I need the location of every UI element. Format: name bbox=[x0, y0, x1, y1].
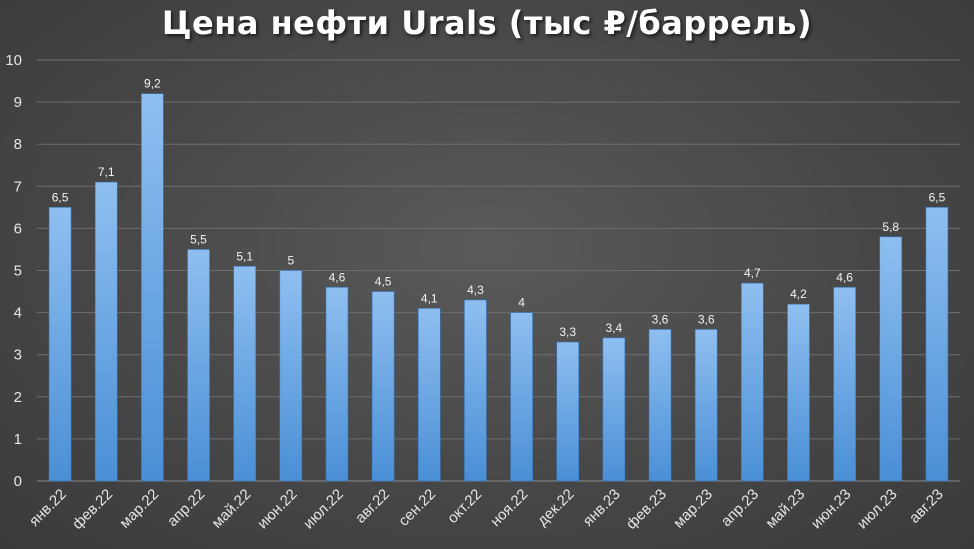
y-tick-label: 5 bbox=[14, 263, 22, 280]
data-label: 5,8 bbox=[882, 220, 899, 234]
bar bbox=[741, 282, 764, 482]
x-tick-label: мар.22 bbox=[116, 486, 162, 532]
x-tick-label: апр.23 bbox=[718, 486, 762, 530]
x-tick-label: июл.22 bbox=[300, 486, 347, 533]
data-label: 5,1 bbox=[236, 249, 253, 263]
y-tick-label: 4 bbox=[14, 305, 22, 322]
data-label: 4,2 bbox=[790, 287, 807, 301]
data-label: 5,5 bbox=[190, 232, 207, 246]
x-tick-label: авг.22 bbox=[352, 486, 393, 527]
data-label: 7,1 bbox=[98, 165, 115, 179]
bar bbox=[602, 337, 626, 482]
data-label: 3,4 bbox=[606, 321, 623, 335]
x-tick-label: май.23 bbox=[762, 486, 808, 532]
y-tick-label: 7 bbox=[14, 178, 22, 195]
x-tick-label: янв.22 bbox=[26, 486, 70, 530]
bar bbox=[187, 249, 210, 482]
y-tick-label: 10 bbox=[5, 52, 22, 69]
y-tick-label: 6 bbox=[14, 220, 22, 237]
data-label: 5 bbox=[287, 254, 294, 268]
bar bbox=[48, 207, 72, 482]
y-axis-ticks: 0 1 2 3 4 5 6 7 8 9 10 bbox=[5, 52, 22, 490]
bar bbox=[279, 270, 303, 482]
data-label: 4,6 bbox=[836, 270, 853, 284]
data-label: 6,5 bbox=[929, 190, 946, 204]
chart-title: Цена нефти Urals (тыс ₽/баррель) bbox=[161, 4, 813, 42]
bar bbox=[417, 308, 441, 482]
data-label: 4 bbox=[518, 296, 525, 310]
x-tick-label: ноя.22 bbox=[487, 486, 531, 530]
data-label: 3,6 bbox=[698, 312, 715, 326]
x-tick-label: фев.23 bbox=[623, 486, 670, 533]
bar bbox=[371, 291, 395, 482]
bars bbox=[48, 93, 949, 482]
y-tick-label: 8 bbox=[14, 136, 22, 153]
data-label: 4,1 bbox=[421, 291, 438, 305]
bar bbox=[787, 303, 810, 482]
bar bbox=[833, 287, 856, 482]
x-tick-label: янв.23 bbox=[580, 486, 624, 530]
y-tick-label: 1 bbox=[14, 431, 22, 448]
data-label: 6,5 bbox=[52, 190, 69, 204]
x-tick-label: фев.22 bbox=[69, 486, 116, 533]
bar bbox=[510, 312, 533, 482]
x-tick-label: июл.23 bbox=[854, 486, 901, 533]
x-tick-label: мар.23 bbox=[670, 486, 716, 532]
data-label: 4,3 bbox=[467, 283, 484, 297]
data-label: 9,2 bbox=[144, 77, 161, 91]
x-tick-label: сен.22 bbox=[395, 486, 439, 530]
data-label: 4,5 bbox=[375, 275, 392, 289]
x-tick-label: июн.23 bbox=[808, 486, 855, 533]
y-tick-label: 2 bbox=[14, 389, 22, 406]
bar bbox=[94, 181, 118, 482]
data-label: 4,6 bbox=[329, 270, 346, 284]
y-tick-label: 3 bbox=[14, 347, 22, 364]
x-tick-label: апр.22 bbox=[164, 486, 208, 530]
bar bbox=[464, 299, 487, 482]
bar bbox=[694, 329, 718, 482]
bar bbox=[879, 236, 903, 482]
y-tick-label: 0 bbox=[14, 473, 22, 490]
x-tick-label: дек.22 bbox=[534, 486, 577, 529]
bar bbox=[233, 265, 256, 482]
data-label: 4,7 bbox=[744, 266, 761, 280]
x-tick-label: авг.23 bbox=[906, 486, 947, 527]
x-tick-label: май.22 bbox=[209, 486, 255, 532]
x-axis-ticks: янв.22 фев.22 мар.22 апр.22 май.22 июн.22 июл.… bbox=[26, 486, 947, 533]
bar bbox=[325, 287, 349, 482]
bar bbox=[141, 93, 164, 482]
data-label: 3,6 bbox=[652, 312, 669, 326]
bar bbox=[648, 329, 672, 482]
bar bbox=[925, 207, 949, 482]
x-tick-label: окт.22 bbox=[444, 486, 485, 527]
data-labels: 6,5 7,1 9,2 5,5 5,1 5 4,6 4,5 4,1 4,3 4 3,3 3,4 3,6 3,… bbox=[52, 77, 946, 339]
data-label: 3,3 bbox=[559, 325, 576, 339]
bar bbox=[556, 341, 580, 482]
x-tick-label: июн.22 bbox=[254, 486, 301, 533]
grid-lines bbox=[37, 59, 960, 482]
y-tick-label: 9 bbox=[14, 94, 22, 111]
